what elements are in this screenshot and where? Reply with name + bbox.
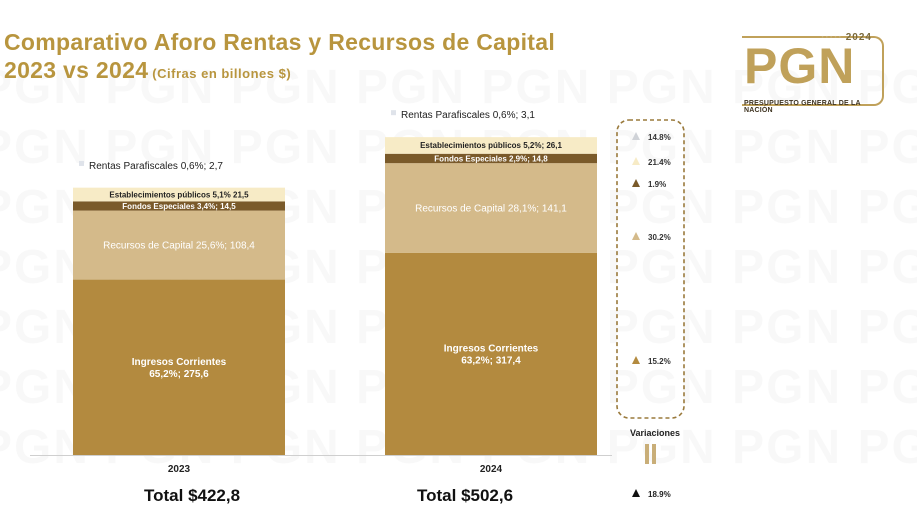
logo-caption: PRESUPUESTO GENERAL DE LA NACIÓN	[744, 100, 861, 114]
variation-value-rentas-parafiscales: 14.8%	[648, 133, 671, 142]
x-tick-label-2023: 2023	[168, 464, 191, 475]
variation-arrow-total	[632, 489, 640, 497]
data-label-2023-fondos-especiales: Fondos Especiales 3,4%; 14,5	[122, 202, 236, 211]
data-label-2024-ingresos-corrientes: 63,2%; 317,4	[461, 355, 521, 366]
data-label-2024-fondos-especiales: Fondos Especiales 2,9%; 14,8	[434, 154, 548, 163]
bar-2024-ingresos-corrientes	[385, 252, 597, 455]
bar-2024-recursos-de-capital	[385, 163, 597, 253]
variation-arrow-recursos-de-capital	[632, 232, 640, 240]
total-2024: Total $502,6	[417, 486, 514, 505]
variation-value-total: 18.9%	[648, 490, 671, 499]
data-label-2024-ingresos-corrientes: Ingresos Corrientes	[444, 343, 539, 354]
bar-2023-ingresos-corrientes	[73, 279, 285, 455]
variations-frame	[616, 119, 685, 419]
bar-2024-fondos-especiales	[385, 153, 597, 164]
logo-frame	[742, 36, 884, 106]
variations-title: Variaciones	[630, 428, 680, 438]
title-line-2: 2023 vs 2024 (Cifras en billones $)	[4, 56, 555, 88]
variations-marker-right	[652, 444, 656, 464]
data-label-2024-rentas-parafiscales: Rentas Parafiscales 0,6%; 3,1	[401, 110, 535, 121]
total-2023: Total $422,8	[144, 486, 241, 505]
title-line-1: Comparativo Aforo Rentas y Recursos de C…	[4, 29, 556, 55]
variation-value-ingresos-corrientes: 15.2%	[648, 357, 671, 366]
data-label-2024-recursos-de-capital: Recursos de Capital 28,1%; 141,1	[415, 204, 567, 215]
bar-2023-establecimientos-publicos	[73, 187, 285, 202]
variations-marker-left	[645, 444, 649, 464]
variation-arrow-establecimientos-publicos	[632, 157, 640, 165]
bar-2023-recursos-de-capital	[73, 210, 285, 280]
data-label-2023-ingresos-corrientes: 65,2%; 275,6	[149, 369, 209, 380]
logo-year: 2024	[821, 32, 872, 43]
variation-value-establecimientos-publicos: 21.4%	[648, 158, 671, 167]
pgn-logo: 2024 PGN PRESUPUESTO GENERAL DE LA NACIÓ…	[742, 32, 890, 114]
chart-title: Comparativo Aforo Rentas y Recursos de C…	[4, 28, 555, 88]
bar-2023-fondos-especiales	[73, 201, 285, 211]
title-years: 2023 vs 2024	[4, 57, 149, 83]
data-label-2023-ingresos-corrientes: Ingresos Corrientes	[132, 357, 227, 368]
variation-arrow-rentas-parafiscales	[632, 132, 640, 140]
data-label-2023-establecimientos-publicos: Establecimientos públicos 5,1% 21,5	[109, 190, 249, 199]
data-label-2024-establecimientos-publicos: Establecimientos públicos 5,2%; 26,1	[420, 141, 562, 150]
bar-2024-establecimientos-publicos	[385, 137, 597, 154]
variation-value-fondos-especiales: 1.9%	[648, 180, 666, 189]
chart-subtitle: (Cifras en billones $)	[152, 66, 292, 81]
variation-arrow-fondos-especiales	[632, 179, 640, 187]
data-label-2023-rentas-parafiscales: Rentas Parafiscales 0,6%; 2,7	[89, 161, 223, 172]
variation-arrow-ingresos-corrientes	[632, 356, 640, 364]
legend-square-2023	[79, 160, 84, 166]
x-tick-label-2024: 2024	[480, 464, 503, 475]
variation-value-recursos-de-capital: 30.2%	[648, 233, 671, 242]
legend-square-2024	[391, 110, 396, 116]
logo-letters: PGN	[744, 38, 856, 94]
data-label-2023-recursos-de-capital: Recursos de Capital 25,6%; 108,4	[103, 241, 255, 252]
